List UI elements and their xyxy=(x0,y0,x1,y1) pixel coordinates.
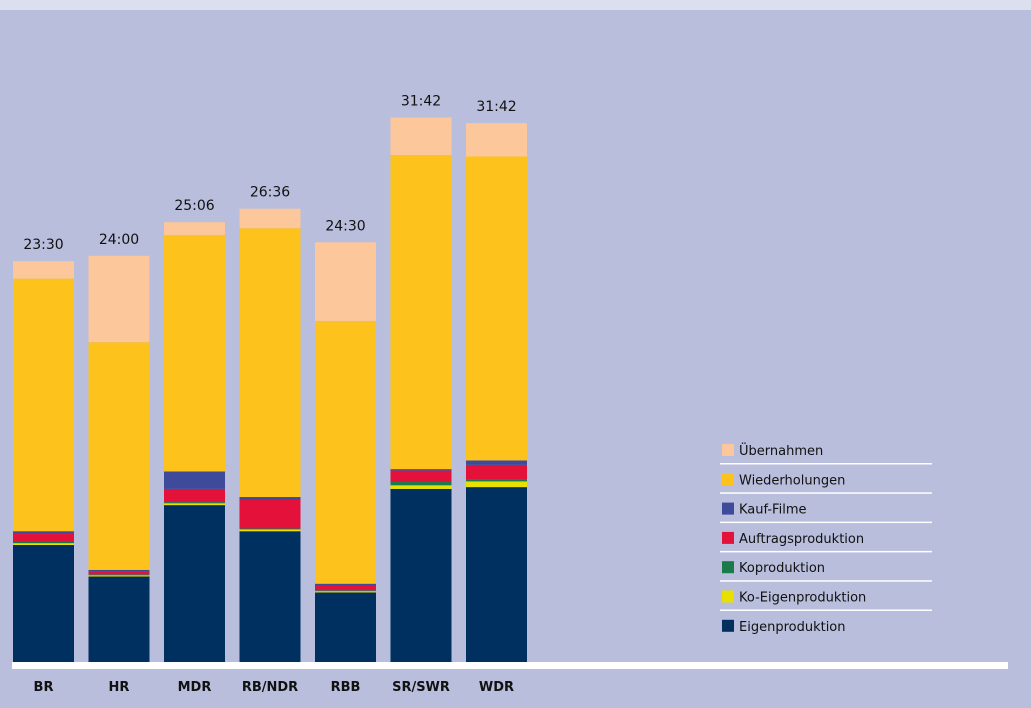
bar-segment-br-ko-eigenproduktion xyxy=(13,543,74,545)
bar-segment-sr-swr-kauf-filme xyxy=(390,469,452,471)
bar-segment-rbb-koproduktion xyxy=(315,590,376,592)
legend-swatch-uebernahmen xyxy=(722,444,734,456)
baseline-bar xyxy=(12,662,1008,669)
legend-swatch-koproduktion xyxy=(722,561,734,574)
bar-segment-sr-swr-eigenproduktion xyxy=(390,488,452,662)
bar-segment-sr-swr-uebernahmen xyxy=(390,117,452,155)
bar-segment-mdr-wiederholungen xyxy=(164,235,225,472)
top-band xyxy=(0,0,1031,10)
bar-segment-br-wiederholungen xyxy=(13,278,74,532)
legend-label-koproduktion: Koproduktion xyxy=(739,561,825,576)
legend-divider xyxy=(720,492,932,494)
bar-segment-rb-ndr-koproduktion xyxy=(239,528,301,530)
bar-segment-mdr-uebernahmen xyxy=(164,222,225,236)
bar-segment-mdr-kauf-filme xyxy=(164,471,225,489)
bar-segment-rbb-eigenproduktion xyxy=(315,592,376,662)
total-label-br: 23:30 xyxy=(23,237,63,253)
bar-segment-rbb-kauf-filme xyxy=(315,583,376,586)
bar-segment-mdr-eigenproduktion xyxy=(164,505,225,662)
total-label-rb-ndr: 26:36 xyxy=(250,185,290,201)
category-label-br: BR xyxy=(34,680,54,695)
legend-divider xyxy=(720,550,932,553)
legend-label-ko-eigenproduktion: Ko-Eigenproduktion xyxy=(739,591,866,606)
bar-segment-wdr-wiederholungen xyxy=(466,156,527,461)
bar-segment-wdr-ko-eigenproduktion xyxy=(466,481,527,488)
bar-segment-rb-ndr-auftragsproduktion xyxy=(239,500,301,529)
bar-segment-sr-swr-koproduktion xyxy=(390,482,452,486)
legend-divider xyxy=(720,463,932,465)
bar-segment-br-kauf-filme xyxy=(13,531,74,533)
bar-segment-rbb-ko-eigenproduktion xyxy=(315,591,376,593)
legend-divider xyxy=(720,521,932,524)
bar-segment-br-auftragsproduktion xyxy=(13,533,74,542)
bar-segment-hr-eigenproduktion xyxy=(88,576,150,662)
legend-swatch-eigenproduktion xyxy=(722,619,734,632)
bar-segment-rb-ndr-wiederholungen xyxy=(239,228,301,497)
legend-label-uebernahmen: Übernahmen xyxy=(739,442,823,459)
legend-swatch-auftragsproduktion xyxy=(722,531,734,544)
bar-segment-wdr-uebernahmen xyxy=(466,123,527,157)
bar-segment-mdr-auftragsproduktion xyxy=(164,488,225,503)
total-label-hr: 24:00 xyxy=(99,232,139,248)
category-label-sr-swr: SR/SWR xyxy=(392,680,450,695)
legend-divider xyxy=(720,580,932,582)
legend-label-wiederholungen: Wiederholungen xyxy=(739,473,845,488)
total-label-wdr: 31:42 xyxy=(476,99,516,115)
legend-label-kauf-filme: Kauf-Filme xyxy=(739,503,806,518)
bar-segment-mdr-ko-eigenproduktion xyxy=(164,503,225,506)
bar-segment-sr-swr-wiederholungen xyxy=(390,155,452,470)
bar-segment-rb-ndr-eigenproduktion xyxy=(239,531,301,662)
category-label-rbb: RBB xyxy=(331,680,361,695)
legend-label-eigenproduktion: Eigenproduktion xyxy=(739,620,846,635)
bar-segment-sr-swr-ko-eigenproduktion xyxy=(390,485,452,489)
legend-label-auftragsproduktion: Auftragsproduktion xyxy=(739,532,864,547)
bar-segment-rb-ndr-uebernahmen xyxy=(239,208,301,229)
bar-segment-rb-ndr-ko-eigenproduktion xyxy=(239,529,301,532)
bar-segment-wdr-koproduktion xyxy=(466,479,527,482)
bar-segment-br-koproduktion xyxy=(13,542,74,544)
category-label-rb-ndr: RB/NDR xyxy=(242,680,298,695)
bar-segment-sr-swr-auftragsproduktion xyxy=(390,470,452,482)
legend-swatch-kauf-filme xyxy=(722,502,734,515)
bar-segment-rbb-uebernahmen xyxy=(315,242,376,321)
category-label-hr: HR xyxy=(109,680,130,695)
bar-segment-br-eigenproduktion xyxy=(13,545,74,662)
bar-segment-rb-ndr-kauf-filme xyxy=(239,497,301,500)
bar-segment-mdr-koproduktion xyxy=(164,502,225,504)
bar-segment-hr-wiederholungen xyxy=(88,342,150,570)
bar-segment-hr-koproduktion xyxy=(88,574,150,576)
category-label-wdr: WDR xyxy=(479,680,514,695)
bar-segment-hr-auftragsproduktion xyxy=(88,571,150,575)
bar-segment-br-uebernahmen xyxy=(13,261,74,279)
bar-segment-rbb-auftragsproduktion xyxy=(315,585,376,591)
bar-segment-wdr-kauf-filme xyxy=(466,460,527,465)
bar-segment-hr-uebernahmen xyxy=(88,255,150,343)
bar-segment-rbb-wiederholungen xyxy=(315,320,376,584)
legend-swatch-ko-eigenproduktion xyxy=(722,590,734,603)
bar-segment-hr-ko-eigenproduktion xyxy=(88,575,150,577)
legend-swatch-wiederholungen xyxy=(722,473,734,486)
total-label-mdr: 25:06 xyxy=(174,198,214,214)
category-label-mdr: MDR xyxy=(178,680,212,695)
bar-segment-wdr-auftragsproduktion xyxy=(466,464,527,480)
bar-segment-wdr-eigenproduktion xyxy=(466,487,527,662)
total-label-rbb: 24:30 xyxy=(325,218,365,234)
total-label-sr-swr: 31:42 xyxy=(401,94,441,110)
bar-segment-hr-kauf-filme xyxy=(88,569,150,572)
legend-divider xyxy=(720,609,932,611)
